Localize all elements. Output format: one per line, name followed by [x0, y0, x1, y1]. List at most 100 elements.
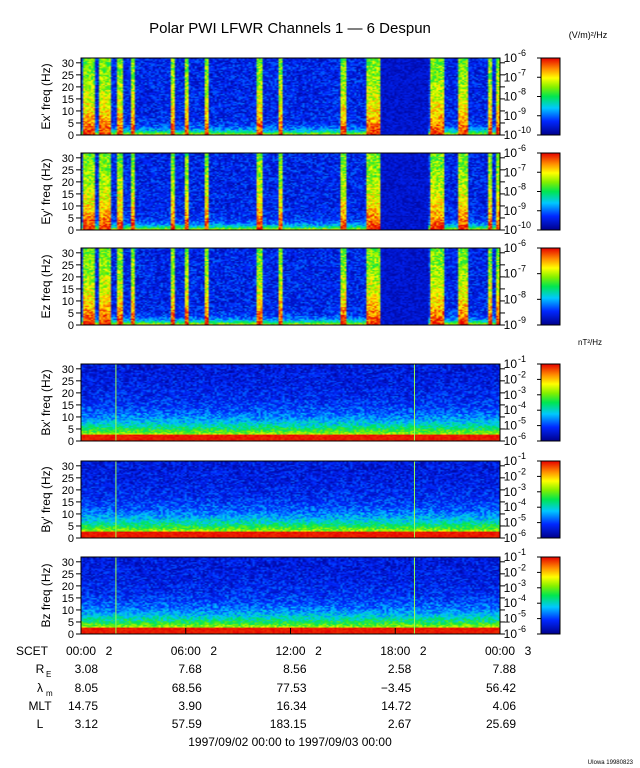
freq-tick-label: 10 [62, 106, 74, 118]
spectrogram-image [81, 364, 500, 441]
colorbar-tick-exponent: -7 [518, 162, 526, 172]
colorbar-tick-exponent: -2 [518, 466, 526, 476]
colorbar [540, 247, 561, 326]
panel-frame [80, 152, 501, 231]
colorbar-tick-label: 10 [504, 241, 518, 255]
freq-tick-label: 10 [62, 509, 74, 521]
ephemeris-value: 8.56 [283, 662, 307, 676]
freq-tick-label: 25 [62, 70, 74, 82]
panel-ylabel: By' freq (Hz) [39, 466, 53, 532]
freq-tick-label: 30 [62, 461, 74, 473]
freq-tick-label: 0 [68, 320, 74, 332]
time-tick-day: 2 [210, 644, 217, 658]
colorbar-tick-exponent: -10 [518, 125, 531, 135]
panel-ylabel: Ez freq (Hz) [39, 254, 53, 318]
freq-tick-label: 25 [62, 473, 74, 485]
date-range-label: 1997/09/02 00:00 to 1997/09/03 00:00 [188, 735, 392, 749]
colorbar [540, 152, 561, 231]
panel-ylabel: Ex' freq (Hz) [39, 63, 53, 129]
freq-tick-label: 0 [68, 533, 74, 545]
freq-tick-label: 10 [62, 296, 74, 308]
ephemeris-value: 56.42 [486, 681, 516, 695]
colorbar-tick-label: 10 [504, 388, 518, 402]
time-tick-day: 3 [525, 644, 532, 658]
freq-tick-label: 5 [68, 118, 74, 130]
freq-tick-label: 10 [62, 412, 74, 424]
ephemeris-value: 2.58 [388, 662, 412, 676]
colorbar-tick-exponent: -5 [518, 416, 526, 426]
freq-tick-label: 25 [62, 165, 74, 177]
colorbar-tick-exponent: -6 [518, 48, 526, 58]
colorbar-tick-label: 10 [504, 51, 518, 65]
ephemeris-value: 14.72 [381, 699, 411, 713]
panel-frame [80, 247, 501, 326]
colorbar-tick-exponent: -7 [518, 67, 526, 77]
colorbar-tick-label: 10 [504, 204, 518, 218]
colorbar-tick-exponent: -5 [518, 513, 526, 523]
ephemeris-label: L [37, 717, 44, 731]
colorbar [540, 363, 561, 442]
freq-tick-label: 5 [68, 213, 74, 225]
colorbar-tick-label: 10 [504, 565, 518, 579]
freq-tick-label: 20 [62, 388, 74, 400]
colorbar-tick-label: 10 [504, 292, 518, 306]
colorbar-tick-label: 10 [504, 485, 518, 499]
colorbar-tick-exponent: -6 [518, 528, 526, 538]
colorbar-tick-exponent: -1 [518, 451, 526, 461]
ephemeris-row: R E 3.08 7.68 8.56 2.58 7.88 [36, 662, 517, 679]
ephemeris-value: 57.59 [172, 717, 202, 731]
freq-tick-label: 30 [62, 153, 74, 165]
ephemeris-value: 16.34 [276, 699, 306, 713]
freq-tick-label: 5 [68, 521, 74, 533]
freq-tick-label: 10 [62, 201, 74, 213]
ephemeris-value: 4.06 [493, 699, 517, 713]
freq-tick-label: 25 [62, 569, 74, 581]
ephemeris-value: −3.45 [381, 681, 412, 695]
colorbar-tick-label: 10 [504, 357, 518, 371]
colorbar-tick-label: 10 [504, 70, 518, 84]
freq-tick-label: 0 [68, 130, 74, 142]
colorbar-tick-label: 10 [504, 531, 518, 545]
freq-tick-label: 15 [62, 284, 74, 296]
colorbar-tick-label: 10 [504, 581, 518, 595]
colorbar-tick-exponent: -1 [518, 354, 526, 364]
colorbar-tick-exponent: -8 [518, 87, 526, 97]
freq-tick-label: 15 [62, 593, 74, 605]
colorbar-tick-label: 10 [504, 596, 518, 610]
panel-frame [80, 57, 501, 136]
ephemeris-value: 77.53 [276, 681, 306, 695]
ephemeris-value: 3.12 [75, 717, 99, 731]
colorbar-tick-label: 10 [504, 128, 518, 142]
ephemeris-label-subscript: E [46, 670, 51, 679]
freq-tick-label: 10 [62, 605, 74, 617]
ephemeris-value: 7.88 [493, 662, 517, 676]
colorbar [540, 556, 561, 635]
colorbar-tick-exponent: -2 [518, 369, 526, 379]
freq-tick-label: 25 [62, 376, 74, 388]
colorbar-tick-exponent: -1 [518, 547, 526, 557]
freq-tick-label: 30 [62, 58, 74, 70]
time-tick-label: 18:00 [380, 644, 410, 658]
scet-label: SCET [16, 644, 49, 658]
magnetic-unit-label: nT²/Hz [578, 338, 602, 347]
freq-tick-label: 20 [62, 581, 74, 593]
time-axis: SCET 00:00 2 06:00 2 12:00 2 18:00 2 00:00 3 [16, 628, 532, 658]
ephemeris-value: 2.67 [388, 717, 412, 731]
time-tick-day: 2 [420, 644, 427, 658]
colorbar-tick-exponent: -9 [518, 106, 526, 116]
colorbar-tick-exponent: -3 [518, 385, 526, 395]
ephemeris-table: R E 3.08 7.68 8.56 2.58 7.88 λ m 8.05 68.56 77.53 −3… [28, 662, 516, 731]
colorbar-tick-exponent: -5 [518, 609, 526, 619]
figure-title: Polar PWI LFWR Channels 1 — 6 Despun [149, 20, 431, 37]
spectrogram-image [81, 248, 500, 325]
colorbar [540, 460, 561, 539]
colorbar-tick-label: 10 [504, 318, 518, 332]
colorbar-tick-exponent: -8 [518, 289, 526, 299]
colorbar-tick-label: 10 [504, 434, 518, 448]
colorbar-tick-label: 10 [504, 185, 518, 199]
time-tick-label: 00:00 [485, 644, 515, 658]
